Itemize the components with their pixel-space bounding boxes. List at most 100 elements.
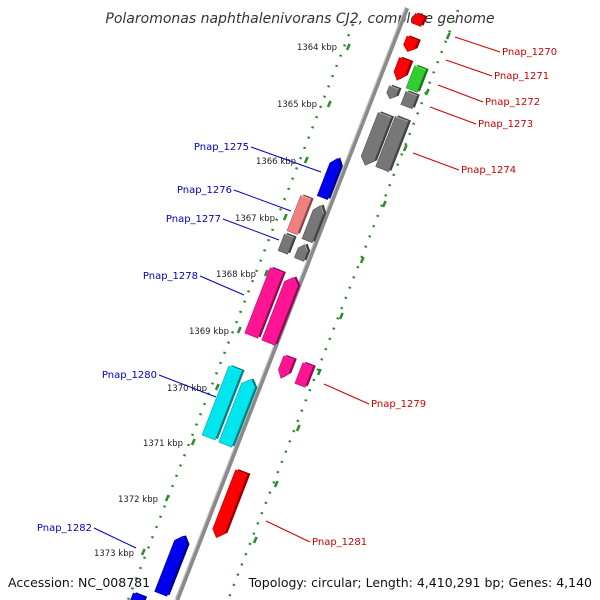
label-leader-line — [199, 275, 245, 296]
tick-mark — [295, 424, 301, 432]
gene-highlight — [395, 115, 409, 122]
tick-label: 1364 kbp — [297, 43, 337, 53]
gene-label-pnap-1279[interactable]: Pnap_1279 — [371, 399, 426, 410]
tick-mark — [326, 100, 332, 108]
accession-text: Accession: NC_008781 — [8, 575, 150, 590]
tick-label: 1372 kbp — [118, 495, 158, 505]
tick-mark — [345, 43, 351, 51]
gene-label-pnap-1272[interactable]: Pnap_1272 — [485, 97, 540, 108]
gene-highlight — [414, 13, 425, 18]
tick-label: 1373 kbp — [94, 549, 134, 559]
gene-pnap-1276[interactable] — [286, 194, 314, 236]
label-leader-line — [429, 106, 477, 125]
gene-highlight — [399, 57, 411, 63]
gene-label-pnap-1273[interactable]: Pnap_1273 — [478, 119, 533, 130]
gene-pnap-1281[interactable] — [212, 469, 251, 539]
gene-label-pnap-1278[interactable]: Pnap_1278 — [143, 271, 198, 282]
forward-strand-guide — [126, 23, 355, 600]
gene-highlight — [304, 244, 308, 252]
gene-highlight — [284, 233, 295, 238]
gene-body[interactable] — [212, 469, 249, 539]
gene-highlight — [414, 65, 427, 71]
tick-mark — [236, 326, 242, 334]
label-leader-line — [265, 520, 311, 543]
gene-pnap-1273[interactable] — [386, 84, 420, 110]
tick-mark — [214, 383, 220, 391]
gene-highlight — [293, 277, 299, 287]
gene-highlight — [378, 111, 392, 118]
gene-highlight — [269, 267, 284, 274]
tick-mark — [263, 269, 269, 277]
gene-features — [130, 12, 429, 600]
tick-mark — [303, 156, 309, 164]
gene-highlight — [320, 205, 324, 214]
map-title: Polaromonas naphthalenivorans CJ2, compl… — [105, 11, 494, 27]
tick-mark — [252, 536, 258, 544]
tick-mark — [273, 480, 279, 488]
gene-highlight — [182, 535, 188, 546]
gene-label-pnap-1275[interactable]: Pnap_1275 — [194, 142, 249, 153]
tick-mark — [424, 88, 430, 96]
tick-label: 1368 kbp — [216, 270, 256, 280]
gene-pnap-1272[interactable] — [405, 64, 429, 93]
gene-pnap-1280[interactable] — [201, 365, 258, 448]
label-leader-line — [454, 36, 501, 53]
label-leader-line — [437, 84, 484, 103]
gene-highlight — [283, 355, 295, 361]
gene-pnap-1270[interactable] — [403, 12, 428, 52]
gene-highlight — [228, 365, 243, 372]
gene-label-pnap-1270[interactable]: Pnap_1270 — [502, 47, 557, 58]
label-leader-line — [158, 374, 217, 398]
gene-label-pnap-1271[interactable]: Pnap_1271 — [494, 71, 549, 82]
tick-mark — [140, 548, 146, 556]
gene-highlight — [389, 85, 400, 90]
gene-highlight — [133, 592, 145, 598]
label-leader-line — [250, 146, 322, 173]
tick-label: 1366 kbp — [256, 157, 296, 167]
tick-label: 1367 kbp — [235, 214, 275, 224]
gene-highlight — [337, 158, 341, 168]
label-leader-line — [93, 527, 137, 549]
tick-label: 1370 kbp — [167, 384, 207, 394]
tick-mark — [282, 213, 288, 221]
gene-highlight — [405, 90, 418, 97]
gene-pnap-1275[interactable] — [316, 157, 343, 200]
gene-pnap-1277[interactable] — [277, 204, 327, 262]
tick-mark — [316, 368, 322, 376]
gene-label-pnap-1277[interactable]: Pnap_1277 — [166, 214, 221, 225]
gene-label-pnap-1274[interactable]: Pnap_1274 — [461, 165, 516, 176]
tick-label: 1365 kbp — [277, 100, 317, 110]
gene-highlight — [406, 35, 419, 42]
gene-labels: Pnap_1270 Pnap_1271 Pnap_1272 Pnap_1273 Pnap… — [37, 36, 557, 549]
gene-highlight — [300, 194, 312, 200]
label-leader-line — [233, 189, 292, 212]
gene-label-pnap-1276[interactable]: Pnap_1276 — [177, 185, 232, 196]
tick-mark — [164, 494, 170, 502]
gene-label-pnap-1280[interactable]: Pnap_1280 — [102, 370, 157, 381]
gene-pnap-1278[interactable] — [244, 266, 301, 346]
tick-label: 1369 kbp — [189, 327, 229, 337]
gene-highlight — [302, 362, 314, 368]
tick-mark — [338, 312, 344, 320]
topology-text: Topology: circular; Length: 4,410,291 bp… — [248, 575, 592, 590]
label-leader-line — [412, 152, 460, 171]
gene-pnap-1279[interactable] — [278, 354, 316, 388]
tick-mark — [190, 438, 196, 446]
gene-pnap-1271[interactable] — [393, 56, 414, 81]
gene-pnap-1274[interactable] — [360, 111, 411, 173]
label-leader-line — [222, 218, 280, 241]
tick-mark — [445, 32, 451, 40]
gene-highlight — [250, 379, 256, 389]
label-leader-line — [445, 59, 493, 77]
tick-mark — [359, 256, 365, 264]
gene-pnap-1282[interactable] — [130, 535, 190, 600]
tick-mark — [381, 200, 387, 208]
gene-label-pnap-1281[interactable]: Pnap_1281 — [312, 537, 367, 548]
tick-label: 1371 kbp — [143, 439, 183, 449]
tick-marks: 1364 kbp 1365 kbp 1366 kbp 1367 kbp 1368 kbp… — [94, 32, 451, 559]
tick-mark — [402, 144, 408, 152]
gene-label-pnap-1282[interactable]: Pnap_1282 — [37, 523, 92, 534]
label-leader-line — [323, 383, 370, 405]
gene-highlight — [235, 469, 248, 476]
